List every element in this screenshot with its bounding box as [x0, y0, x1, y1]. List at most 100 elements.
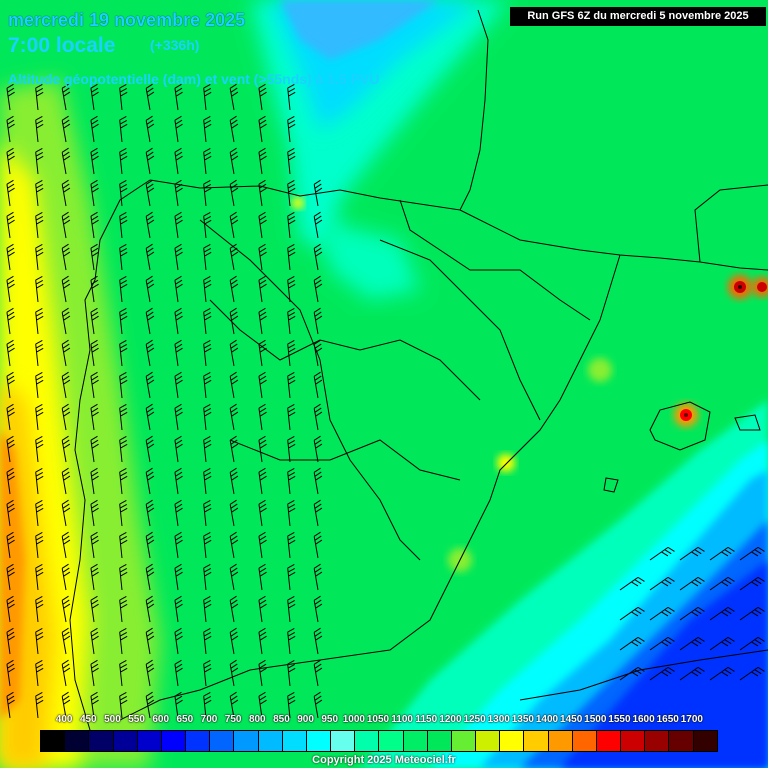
- wind-barb: [203, 659, 212, 687]
- legend-label: 700: [200, 714, 218, 725]
- wind-barb: [119, 499, 128, 527]
- wind-barb: [313, 339, 323, 367]
- legend-swatch: [282, 731, 307, 751]
- wind-barb: [90, 499, 99, 527]
- legend-label: 1050: [366, 714, 390, 725]
- wind-barb: [90, 435, 99, 463]
- wind-barb: [619, 666, 645, 681]
- wind-barb: [174, 275, 183, 303]
- wind-barb: [145, 435, 155, 463]
- wind-barb: [61, 467, 71, 495]
- wind-barb: [6, 147, 15, 175]
- wind-barb: [649, 546, 675, 561]
- wind-barb: [287, 563, 296, 591]
- wind-barb: [203, 147, 212, 175]
- wind-barb: [6, 211, 15, 239]
- wind-barb: [61, 275, 71, 303]
- wind-barb: [619, 606, 645, 621]
- wind-barb: [35, 595, 44, 623]
- legend-swatch: [500, 731, 525, 751]
- copyright: Copyright 2025 Meteociel.fr: [312, 754, 456, 766]
- wind-barb: [145, 275, 155, 303]
- wind-barb: [313, 179, 323, 207]
- legend-label: 1400: [535, 714, 559, 725]
- wind-barb: [35, 659, 44, 687]
- wind-barb: [258, 243, 267, 271]
- wind-barb: [35, 435, 44, 463]
- wind-barb: [287, 659, 296, 687]
- wind-barb: [739, 666, 765, 681]
- wind-barb: [6, 307, 15, 335]
- coastline: [69, 9, 768, 731]
- wind-barb: [61, 179, 71, 207]
- wind-barb: [90, 83, 99, 111]
- wind-barb: [203, 243, 212, 271]
- wind-barb: [229, 339, 239, 367]
- wind-barb: [203, 499, 212, 527]
- wind-barb: [739, 606, 765, 621]
- wind-barb: [90, 563, 99, 591]
- wind-barb: [61, 307, 71, 335]
- wind-barb: [174, 307, 183, 335]
- wind-barb: [61, 627, 71, 655]
- wind-barb: [313, 435, 323, 463]
- wind-barb: [35, 499, 44, 527]
- wind-barb: [6, 179, 15, 207]
- legend-swatch: [572, 731, 597, 751]
- wind-barb: [90, 403, 99, 431]
- wind-barb: [709, 546, 735, 561]
- wind-barb: [229, 531, 239, 559]
- legend-swatch: [645, 731, 670, 751]
- wind-barb: [313, 243, 323, 271]
- legend-label: 450: [79, 714, 97, 725]
- wind-barb: [679, 576, 705, 591]
- legend-label: 1100: [391, 714, 413, 725]
- legend-swatch: [427, 731, 452, 751]
- wind-barbs: [6, 83, 765, 719]
- wind-barb: [229, 435, 239, 463]
- wind-barb: [61, 371, 71, 399]
- wind-barb: [35, 307, 44, 335]
- wind-barb: [287, 627, 296, 655]
- legend-label: 1150: [415, 714, 438, 725]
- wind-barb: [61, 339, 71, 367]
- legend-label: 1250: [463, 714, 486, 725]
- wind-barb: [119, 179, 128, 207]
- wind-barb: [6, 83, 15, 111]
- wind-barb: [119, 243, 128, 271]
- parameter-title: Altitude géopotentielle (dam) et vent (>…: [8, 71, 380, 87]
- wind-barb: [6, 275, 15, 303]
- wind-barb: [287, 595, 296, 623]
- wind-barb: [119, 659, 128, 687]
- wind-barb: [119, 467, 128, 495]
- wind-barb: [35, 243, 44, 271]
- wind-barb: [258, 435, 267, 463]
- legend-label: 1500: [584, 714, 607, 725]
- wind-barb: [258, 563, 267, 591]
- legend-swatch: [355, 731, 380, 751]
- wind-barb: [258, 627, 267, 655]
- wind-barb: [6, 659, 15, 687]
- wind-barb: [203, 115, 212, 143]
- wind-barb: [145, 243, 155, 271]
- wind-barb: [287, 211, 296, 239]
- legend-swatch: [210, 731, 235, 751]
- wind-barb: [203, 627, 212, 655]
- legend-label: 750: [224, 714, 242, 725]
- wind-barb: [119, 691, 128, 719]
- legend-swatch: [548, 731, 573, 751]
- legend-swatch: [258, 731, 283, 751]
- legend-swatch: [451, 731, 477, 751]
- wind-barb: [90, 179, 99, 207]
- legend-label: 1450: [560, 714, 583, 725]
- wind-barb: [229, 115, 239, 143]
- wind-barb: [287, 243, 296, 271]
- wind-barb: [174, 595, 183, 623]
- wind-barb: [287, 339, 296, 367]
- wind-barb: [287, 467, 296, 495]
- wind-barb: [649, 666, 675, 681]
- wind-barb: [90, 275, 99, 303]
- wind-barb: [229, 563, 239, 591]
- wind-barb: [145, 691, 155, 719]
- legend-label: 1300: [487, 714, 510, 725]
